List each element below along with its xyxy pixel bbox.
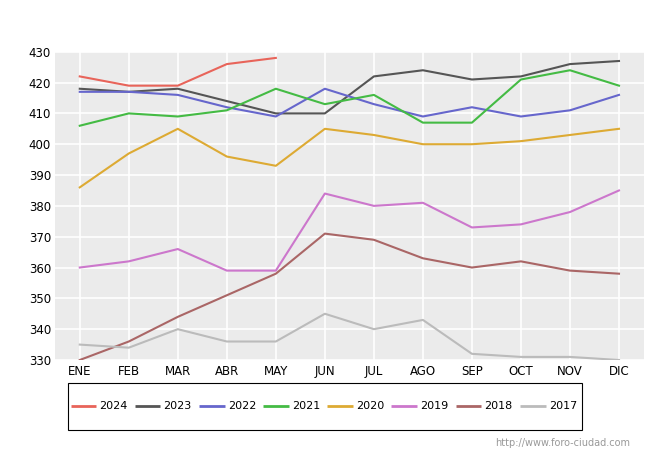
Text: 2020: 2020 — [356, 401, 384, 411]
Text: 2018: 2018 — [484, 401, 513, 411]
Text: 2019: 2019 — [421, 401, 448, 411]
Text: 2022: 2022 — [227, 401, 256, 411]
Text: 2021: 2021 — [292, 401, 320, 411]
Text: 2023: 2023 — [164, 401, 192, 411]
Text: Afiliados en Sant Guim de Freixenet a 31/5/2024: Afiliados en Sant Guim de Freixenet a 31… — [140, 16, 510, 31]
Text: 2017: 2017 — [549, 401, 577, 411]
Text: http://www.foro-ciudad.com: http://www.foro-ciudad.com — [495, 438, 630, 448]
Text: 2024: 2024 — [99, 401, 127, 411]
